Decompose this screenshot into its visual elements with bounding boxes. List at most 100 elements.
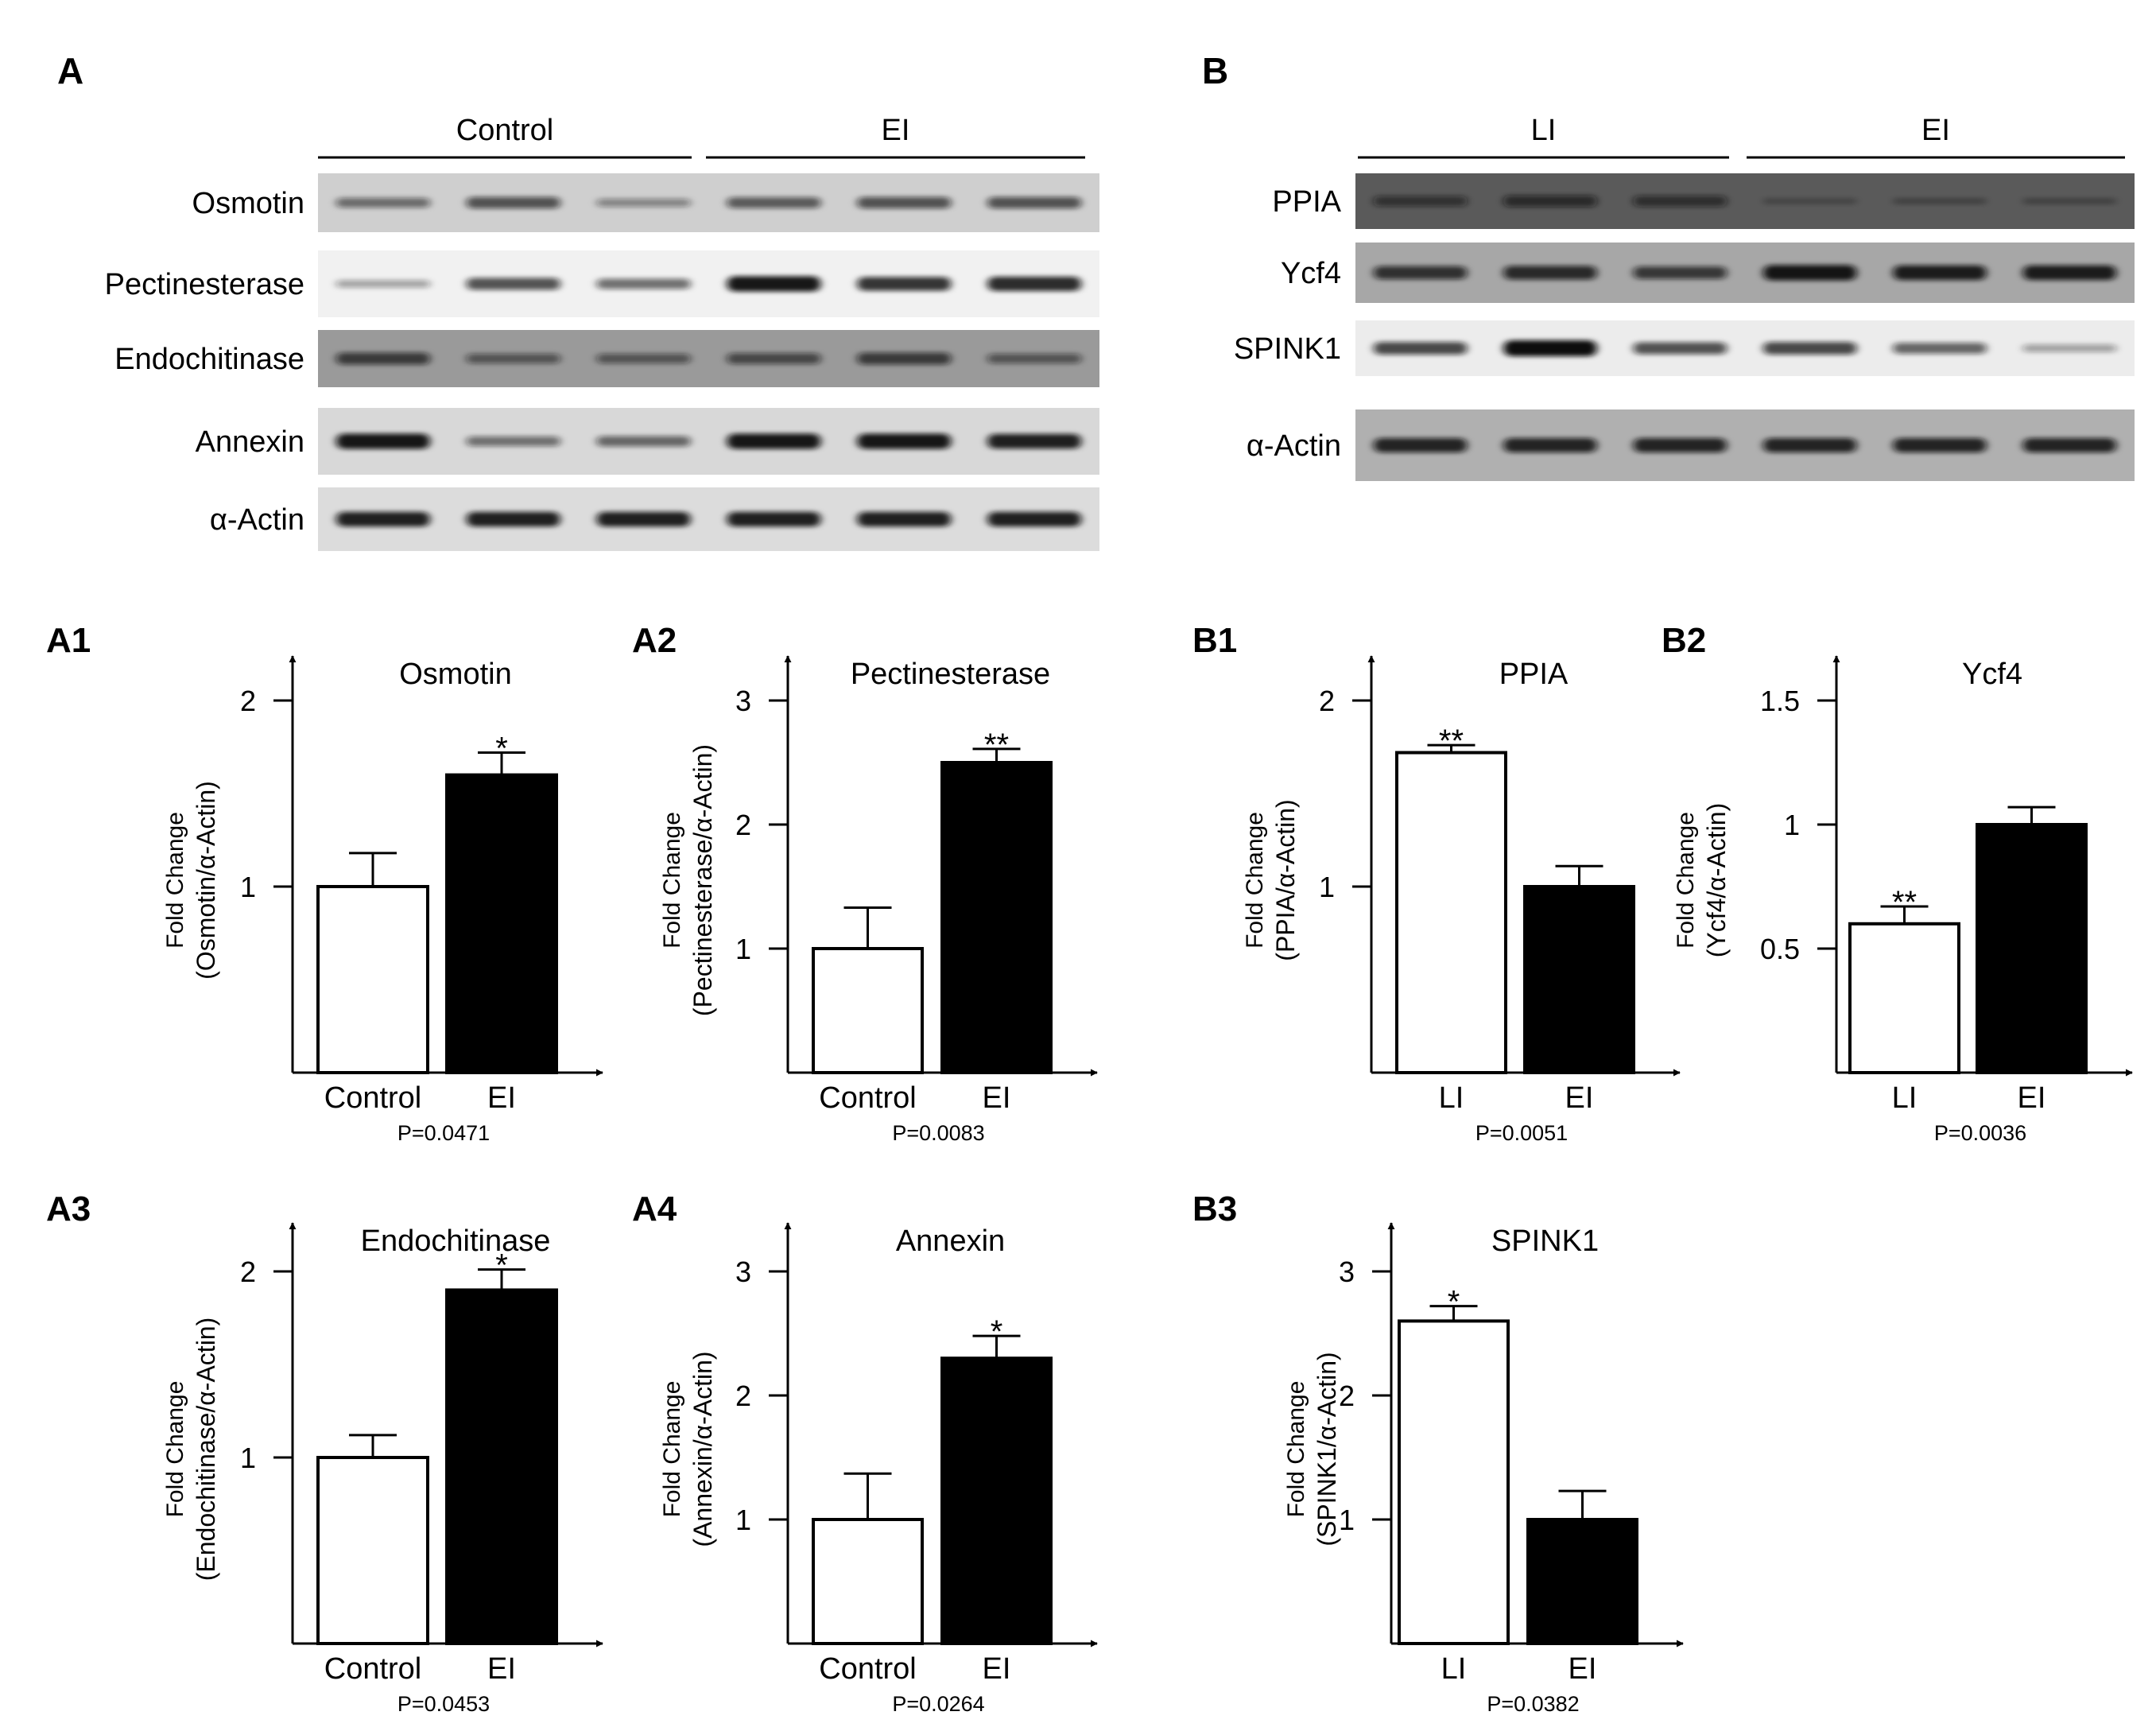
y-label-line1: Fold Change bbox=[162, 1381, 188, 1518]
blot-band bbox=[1633, 196, 1728, 207]
blot-band bbox=[466, 196, 560, 209]
y-label-line2: (Osmotin/α-Actin) bbox=[192, 781, 220, 980]
bar-chart-a1: A1 1 2 Osmotin Fold Change (Osmotin/α-Actin) C… bbox=[46, 621, 603, 1145]
group-label: Control bbox=[456, 114, 554, 147]
y-label-line2: (Pectinesterase/α-Actin) bbox=[688, 744, 717, 1016]
blot-band bbox=[1503, 266, 1597, 280]
blot-band bbox=[596, 436, 691, 447]
protein-label: α-Actin bbox=[1247, 429, 1341, 463]
panel-label: B2 bbox=[1662, 621, 1706, 660]
significance-mark: * bbox=[1448, 1285, 1460, 1320]
y-label-line1: Fold Change bbox=[1283, 1381, 1309, 1518]
y-label-line1: Fold Change bbox=[659, 812, 685, 949]
chart-title: Pectinesterase bbox=[851, 658, 1050, 691]
blot-band bbox=[1762, 438, 1857, 452]
bar bbox=[812, 1518, 924, 1645]
y-tick-label: 3 bbox=[1339, 1256, 1355, 1288]
blot-strip bbox=[1355, 173, 2135, 229]
blot-band bbox=[1893, 265, 1987, 281]
bar bbox=[1976, 823, 2088, 1074]
bar bbox=[1526, 1518, 1638, 1645]
blot-band bbox=[2022, 265, 2117, 281]
panel-letter: B bbox=[1202, 50, 1228, 91]
panel-label: A2 bbox=[632, 621, 677, 660]
blot-band bbox=[987, 511, 1082, 527]
x-category-label: EI bbox=[983, 1081, 1011, 1115]
blot-band bbox=[596, 198, 691, 208]
blot-band bbox=[857, 511, 952, 527]
blot-band bbox=[466, 511, 560, 527]
p-value: P=0.0382 bbox=[1487, 1692, 1579, 1716]
blot-strip bbox=[1355, 320, 2135, 376]
blot-band bbox=[335, 511, 430, 527]
blot-strip bbox=[1355, 243, 2135, 303]
western-blot-panel-b: B LI EI PPIA Ycf4 SPINK1 α-Actin bbox=[1202, 50, 2135, 481]
bar-chart-b1: B1 1 2 PPIA Fold Change (PPIA/α-Actin) ** LI EI P… bbox=[1192, 621, 1681, 1145]
y-label-line2: (Endochitinase/α-Actin) bbox=[192, 1318, 220, 1582]
y-tick-label: 2 bbox=[240, 1256, 256, 1288]
y-label-line1: Fold Change bbox=[659, 1381, 685, 1518]
blot-band bbox=[2022, 344, 2117, 352]
blot-strip bbox=[318, 250, 1099, 317]
blot-band bbox=[1503, 340, 1597, 356]
bar bbox=[1523, 885, 1635, 1074]
blot-band bbox=[335, 197, 430, 208]
blot-band bbox=[987, 353, 1082, 364]
y-tick-label: 3 bbox=[735, 685, 751, 717]
blot-band bbox=[727, 511, 821, 527]
blot-band bbox=[2022, 197, 2117, 205]
y-tick-label: 2 bbox=[1319, 685, 1335, 717]
y-tick-label: 2 bbox=[735, 1380, 751, 1412]
blot-band bbox=[1373, 342, 1468, 355]
blot-band bbox=[857, 433, 952, 449]
x-category-label: LI bbox=[1892, 1081, 1918, 1115]
blot-band bbox=[987, 196, 1082, 209]
bar bbox=[1398, 1319, 1510, 1646]
blot-band bbox=[1893, 197, 1987, 205]
blot-band bbox=[1893, 438, 1987, 452]
y-tick-label: 1 bbox=[1784, 809, 1800, 841]
y-tick-label: 2 bbox=[1339, 1380, 1355, 1412]
blot-band bbox=[335, 352, 430, 365]
y-axis-label: Fold Change (Pectinesterase/α-Actin) bbox=[659, 744, 717, 1016]
bar-chart-b3: B3 1 2 3 SPINK1 Fold Change (SPINK1/α-Actin) * L… bbox=[1192, 1190, 1684, 1716]
panel-letter: A bbox=[57, 50, 83, 91]
panel-label: A3 bbox=[46, 1190, 91, 1228]
blot-strip bbox=[318, 487, 1099, 551]
blot-band bbox=[1373, 266, 1468, 280]
bar-chart-a3: A3 1 2 Endochitinase Fold Change (Endochitina… bbox=[46, 1190, 603, 1716]
blot-band bbox=[1503, 195, 1597, 208]
blot-band bbox=[2022, 438, 2117, 452]
protein-label: Ycf4 bbox=[1281, 257, 1341, 290]
blot-band bbox=[987, 433, 1082, 449]
blot-band bbox=[596, 353, 691, 364]
x-category-label: EI bbox=[1569, 1652, 1597, 1686]
blot-band bbox=[727, 353, 821, 364]
x-category-label: EI bbox=[983, 1652, 1011, 1686]
blot-band bbox=[335, 433, 430, 449]
x-category-label: LI bbox=[1441, 1652, 1467, 1686]
y-tick-label: 1 bbox=[735, 1504, 751, 1536]
bar-chart-b2: B2 0.5 1 1.5 Ycf4 Fold Change (Ycf4/α-Actin) **… bbox=[1662, 621, 2133, 1145]
bar bbox=[316, 885, 429, 1074]
y-label-line2: (PPIA/α-Actin) bbox=[1271, 799, 1300, 961]
x-category-label: Control bbox=[324, 1652, 422, 1686]
blot-band bbox=[1633, 342, 1728, 355]
bar bbox=[940, 1356, 1053, 1645]
y-tick-label: 1 bbox=[735, 933, 751, 965]
significance-mark: * bbox=[495, 1248, 508, 1283]
x-category-label: EI bbox=[2018, 1081, 2046, 1115]
p-value: P=0.0471 bbox=[397, 1121, 490, 1145]
p-value: P=0.0051 bbox=[1475, 1121, 1568, 1145]
panel-label: A1 bbox=[46, 621, 91, 660]
x-category-label: EI bbox=[487, 1652, 516, 1686]
blot-band bbox=[596, 511, 691, 527]
x-category-label: Control bbox=[819, 1081, 917, 1115]
y-label-line1: Fold Change bbox=[1242, 812, 1268, 949]
blot-band bbox=[335, 280, 430, 288]
significance-mark: * bbox=[495, 732, 508, 767]
y-tick-label: 2 bbox=[735, 809, 751, 841]
panel-label: B3 bbox=[1192, 1190, 1237, 1228]
